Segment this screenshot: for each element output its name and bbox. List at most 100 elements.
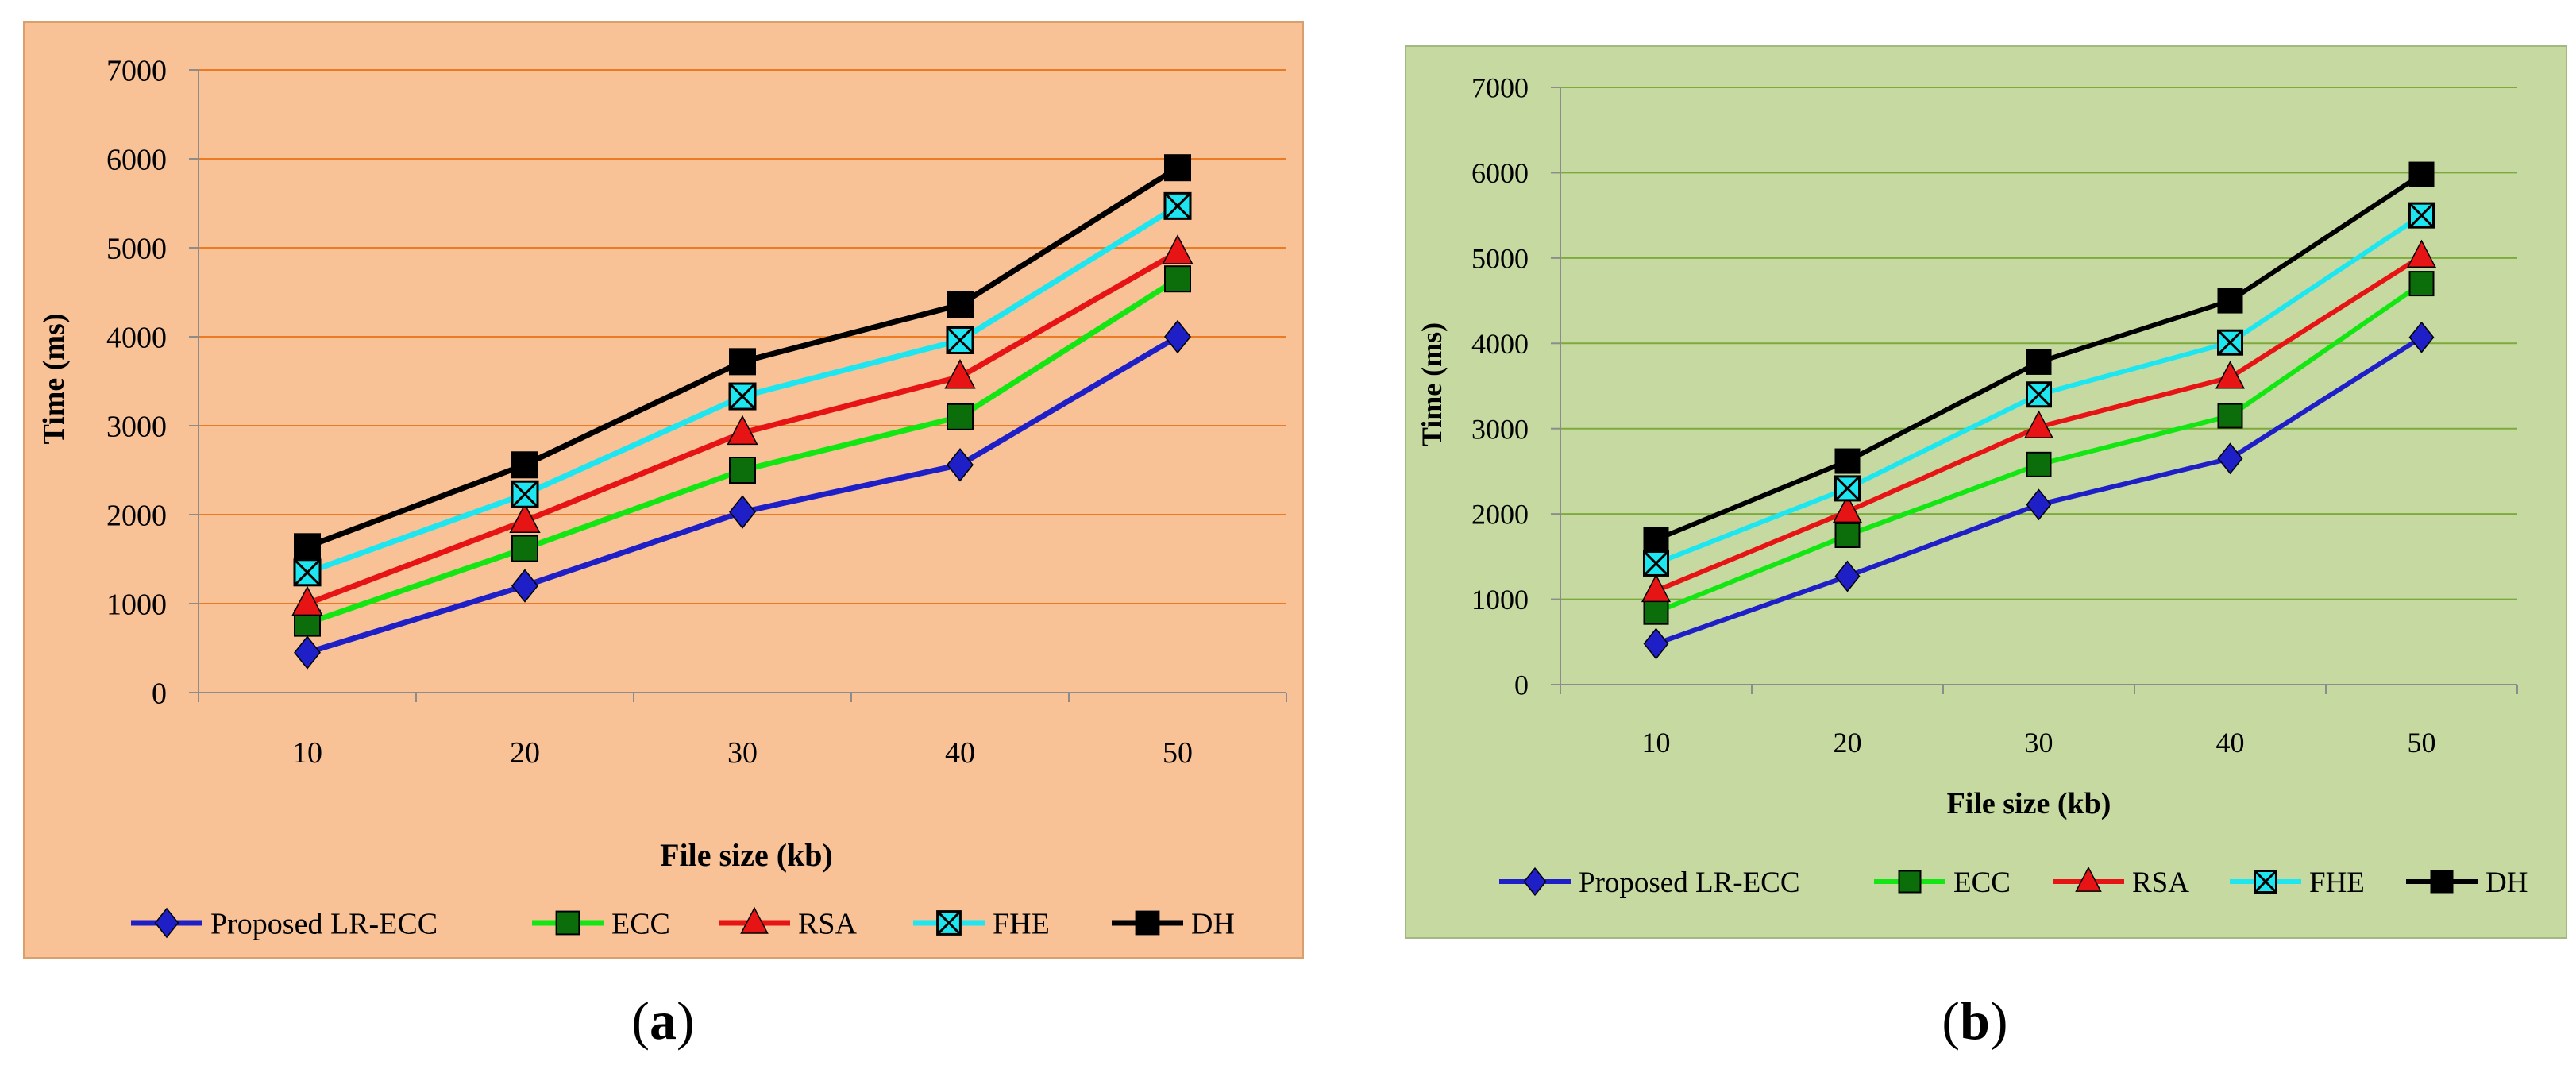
data-point-marker	[944, 358, 976, 389]
legend-item: FHE	[913, 907, 1050, 940]
legend-label: Proposed LR-ECC	[1579, 867, 1800, 899]
data-point-marker	[1834, 475, 1861, 502]
y-tick-label: 0	[152, 677, 167, 710]
data-point-marker	[2026, 349, 2052, 375]
chart-panel-b: 0 1000 2000 3000 4000 5000 6000 7000 10 20 30 40 50…	[1405, 45, 2567, 939]
data-point-marker	[1834, 523, 1861, 548]
data-point-marker	[2408, 202, 2435, 229]
data-point-marker	[1164, 154, 1191, 182]
panel-b-y-axis-label: Time (ms)	[1416, 322, 1448, 446]
series-fhe	[1643, 202, 2435, 577]
series-fhe	[293, 191, 1192, 587]
data-point-marker	[509, 503, 541, 533]
data-point-marker	[1643, 527, 1669, 553]
y-tick-label: 6000	[106, 143, 167, 176]
legend-item: ECC	[1874, 867, 2011, 899]
data-point-marker	[511, 451, 538, 479]
legend-label: ECC	[611, 907, 670, 940]
data-point-marker	[2408, 321, 2435, 353]
panel-a-y-tick-labels: 0 1000 2000 3000 4000 5000 6000 7000	[106, 54, 167, 710]
data-point-marker	[947, 403, 974, 430]
data-point-marker	[294, 533, 321, 561]
data-point-marker	[1643, 550, 1669, 577]
legend-label: DH	[1191, 907, 1235, 940]
legend-swatch-marker	[1523, 867, 1547, 897]
data-point-marker	[1643, 599, 1669, 625]
y-tick-label: 7000	[106, 54, 167, 87]
y-tick-label: 3000	[1471, 413, 1529, 445]
panel-b-x-axis-label: File size (kb)	[1947, 787, 2111, 820]
data-point-marker	[2408, 271, 2435, 297]
data-point-marker	[1834, 448, 1861, 474]
x-tick-label: 40	[945, 736, 975, 770]
series-ecc	[294, 265, 1191, 637]
legend-swatch-marker	[154, 907, 179, 939]
legend-swatch-marker	[1135, 910, 1160, 936]
data-point-marker	[1834, 560, 1861, 592]
data-point-marker	[293, 558, 322, 587]
data-point-marker	[729, 495, 756, 529]
series-ecc	[1643, 271, 2435, 625]
panel-b-legend: Proposed LR-ECC ECC RSA FHE DH	[1499, 866, 2528, 899]
legend-label: Proposed LR-ECC	[210, 907, 438, 940]
legend-label: RSA	[2132, 867, 2189, 899]
legend-item: FHE	[2230, 867, 2365, 899]
y-tick-label: 2000	[106, 499, 167, 532]
panel-a-y-axis-label: Time (ms)	[37, 314, 71, 445]
legend-label: DH	[2485, 867, 2528, 899]
panel-a-caption: (a)	[631, 990, 694, 1051]
data-point-marker	[2215, 361, 2245, 389]
legend-swatch-marker	[1898, 870, 1922, 894]
y-tick-label: 2000	[1471, 499, 1529, 531]
panel-a-x-tick-labels: 10 20 30 40 50	[292, 736, 1193, 770]
data-point-marker	[2408, 161, 2435, 187]
series-proposed-lr-ecc	[1643, 321, 2435, 660]
panel-b-caption: (b)	[1942, 990, 2007, 1051]
legend-swatch-marker	[555, 910, 580, 936]
y-tick-label: 4000	[1471, 328, 1529, 360]
x-tick-label: 30	[2025, 727, 2053, 758]
data-point-marker	[294, 635, 321, 670]
legend-swatch-marker	[2254, 870, 2277, 894]
legend-item: Proposed LR-ECC	[131, 907, 438, 940]
data-point-marker	[1164, 319, 1191, 354]
legend-swatch-marker	[2075, 866, 2102, 892]
data-point-marker	[2026, 488, 2052, 521]
series-rsa	[291, 234, 1194, 616]
panel-a-axes	[189, 69, 1287, 702]
data-point-marker	[1833, 494, 1862, 523]
panel-b-y-tick-labels: 0 1000 2000 3000 4000 5000 6000 7000	[1471, 72, 1529, 701]
data-point-marker	[511, 569, 538, 603]
data-point-marker	[291, 585, 323, 616]
y-tick-label: 4000	[106, 321, 167, 354]
legend-item: Proposed LR-ECC	[1499, 867, 1800, 899]
y-tick-label: 0	[1514, 670, 1529, 701]
x-tick-label: 50	[1163, 736, 1193, 770]
y-tick-label: 3000	[106, 410, 167, 443]
panel-a-x-axis-label: File size (kb)	[660, 837, 833, 873]
panel-a-background	[23, 21, 1304, 959]
data-point-marker	[2217, 329, 2243, 356]
legend-label: FHE	[993, 907, 1050, 940]
data-point-marker	[946, 326, 974, 354]
data-point-marker	[2217, 442, 2243, 475]
data-point-marker	[1162, 234, 1194, 264]
legend-item: RSA	[719, 906, 857, 940]
y-tick-label: 5000	[106, 232, 167, 265]
data-point-marker	[511, 480, 539, 508]
x-tick-label: 20	[1834, 727, 1862, 758]
panel-b-background	[1405, 45, 2567, 939]
panel-b-x-tick-labels: 10 20 30 40 50	[1642, 727, 2436, 758]
y-tick-label: 7000	[1471, 72, 1529, 104]
data-point-marker	[947, 448, 974, 482]
y-tick-label: 5000	[1471, 242, 1529, 274]
data-point-marker	[2026, 451, 2052, 477]
data-point-marker	[2024, 410, 2053, 438]
data-point-marker	[1643, 627, 1669, 660]
legend-swatch-marker	[2430, 870, 2454, 894]
data-point-marker	[729, 457, 756, 484]
legend-item: ECC	[532, 907, 670, 940]
data-point-marker	[729, 348, 756, 376]
x-tick-label: 40	[2216, 727, 2245, 758]
